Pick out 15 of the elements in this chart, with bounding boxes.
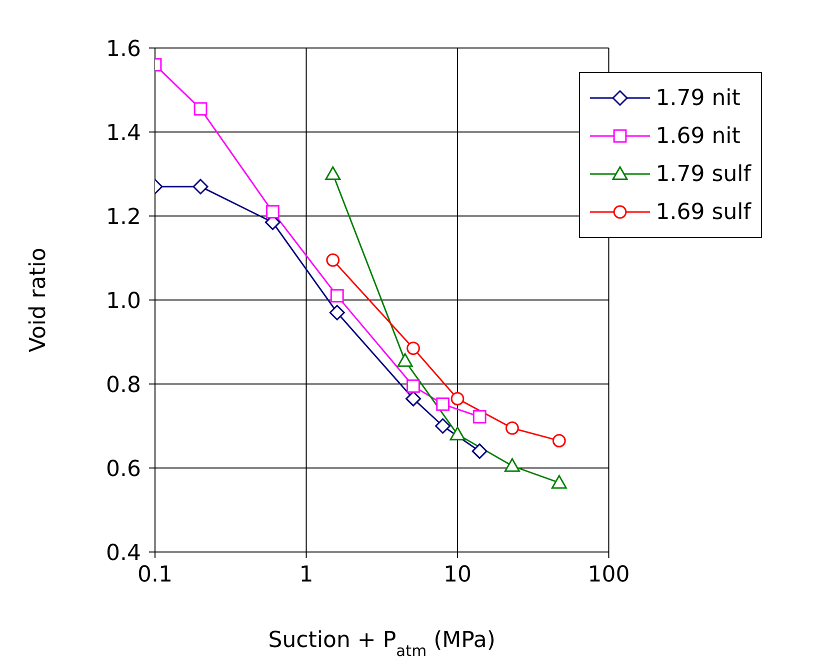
- y-tick-label: 1.2: [106, 204, 141, 230]
- y-tick-label: 0.8: [106, 372, 141, 398]
- y-tick-label: 1.6: [106, 36, 141, 62]
- y-tick-label: 1.0: [106, 288, 141, 314]
- x-tick-label: 100: [588, 562, 630, 588]
- y-tick-label: 1.4: [106, 120, 141, 146]
- x-axis-title: Suction + P$_{atm}$ (MPa): [268, 628, 496, 660]
- x-tick-label: 10: [444, 562, 472, 588]
- legend-label: 1.69 sulf: [656, 200, 751, 224]
- y-tick-label: 0.6: [106, 456, 141, 482]
- legend-label: 1.79 sulf: [656, 162, 751, 186]
- x-tick-label: 1: [299, 562, 314, 588]
- legend-label: 1.79 nit: [656, 86, 740, 110]
- legend-label: 1.69 nit: [656, 124, 740, 148]
- y-axis-title: Void ratio: [26, 248, 51, 352]
